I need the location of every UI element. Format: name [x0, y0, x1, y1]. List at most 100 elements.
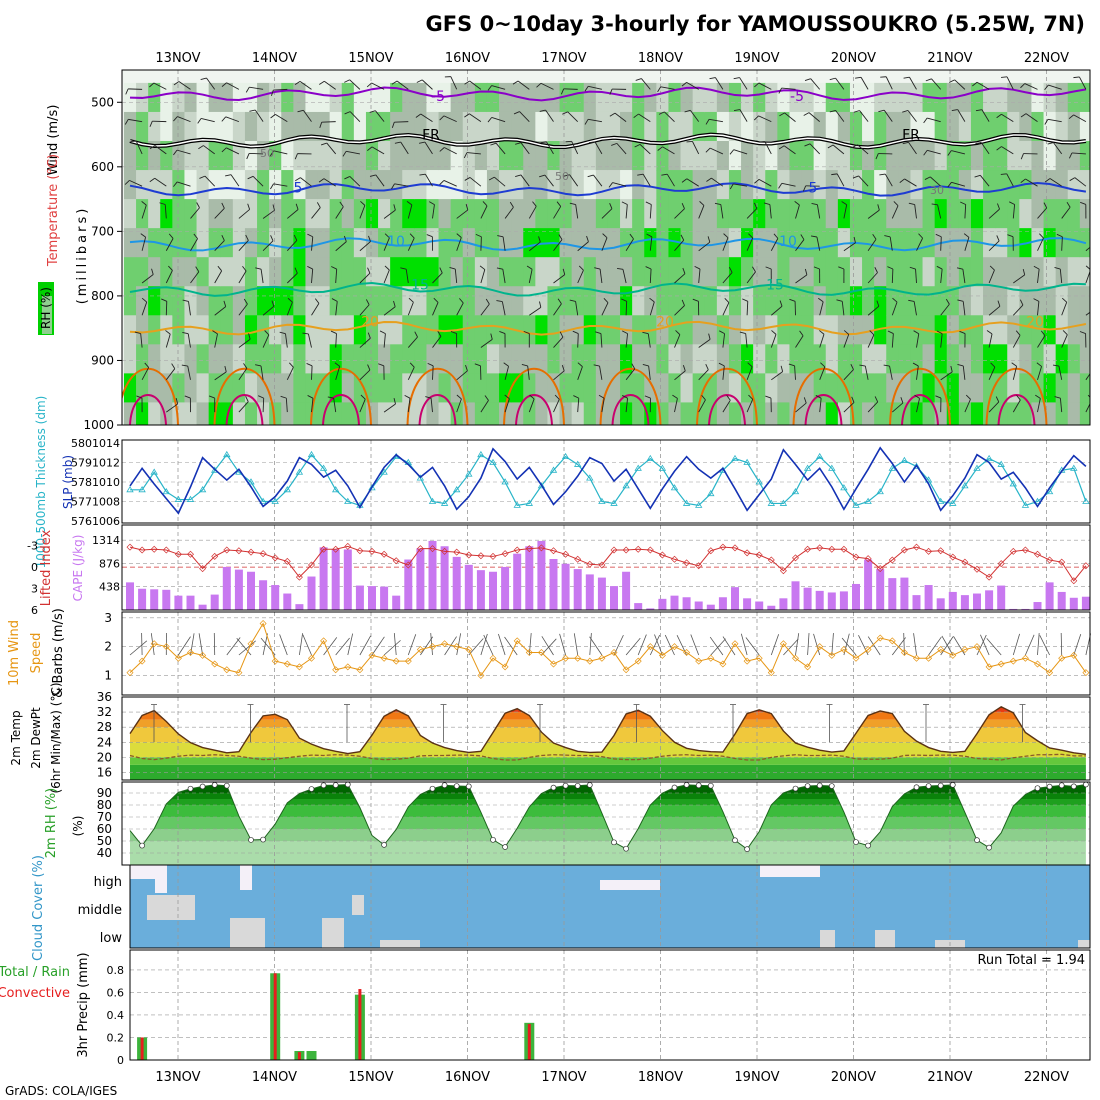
- wind-barb-shaft: [1037, 269, 1040, 284]
- wind-barb-shaft: [660, 86, 675, 90]
- wind-barb-shaft: [914, 204, 917, 219]
- wind-barb-flag: [877, 204, 880, 211]
- rh-cell: [607, 286, 621, 316]
- wind-barb-shaft: [424, 141, 433, 155]
- wind-barb-flag: [366, 82, 372, 88]
- rh-cell: [196, 228, 210, 258]
- rh-cell: [1019, 344, 1032, 374]
- isotherm-25-loop: [696, 367, 758, 425]
- rh-cell: [559, 373, 573, 403]
- rh2m-point: [562, 782, 569, 789]
- wind-barb-shaft: [491, 85, 506, 90]
- wind-barb-shaft: [835, 77, 845, 90]
- wind-barb-flag: [560, 88, 565, 95]
- rh-cell: [353, 315, 367, 345]
- lifted-index-point: [199, 565, 207, 573]
- wind-barb-flag: [439, 267, 443, 274]
- wind-barb-flag: [140, 233, 146, 238]
- rh-cell: [862, 111, 875, 142]
- precip-convective-bar: [140, 1037, 144, 1060]
- rh-cell: [632, 141, 645, 171]
- wind-barb-flag: [646, 233, 653, 238]
- rh-cell: [1079, 315, 1090, 345]
- cape-bar: [476, 570, 485, 610]
- rh-cell: [644, 373, 657, 403]
- wind-barb-flag: [264, 330, 270, 336]
- rh-cell: [958, 344, 972, 374]
- wind10m-point: [441, 640, 449, 648]
- wind-barb-flag: [853, 110, 860, 113]
- wind-barb-flag: [975, 109, 982, 112]
- wind-barb-flag: [1061, 297, 1068, 303]
- wind-barb-flag: [539, 301, 542, 308]
- rh-cell: [317, 373, 331, 403]
- wind10m-point: [271, 657, 279, 665]
- rh-cell: [571, 286, 585, 316]
- wind-barb-flag: [221, 234, 225, 241]
- wind10m-point: [719, 660, 727, 668]
- rh-cell: [208, 170, 222, 200]
- rh-cell: [632, 199, 645, 229]
- rh-cell: [583, 111, 597, 142]
- rh-cell: [886, 228, 899, 258]
- rh-cell: [595, 228, 609, 258]
- rh-cell: [656, 257, 669, 287]
- wind-barb-flag: [400, 267, 407, 270]
- rh-cell: [813, 402, 827, 425]
- wind-barb-flag: [931, 203, 938, 206]
- lifted-index-point: [804, 545, 812, 553]
- wind-barb-shaft: [686, 178, 699, 187]
- wind-barb-flag: [788, 363, 795, 367]
- wind-barb-shaft: [400, 141, 409, 155]
- wind-barb-flag: [149, 82, 155, 88]
- wind-barb-shaft: [625, 333, 628, 348]
- rh-cell: [886, 344, 899, 374]
- wind-barb-shaft: [188, 301, 191, 316]
- lifted-index-point: [961, 558, 969, 566]
- rh-cell: [571, 373, 585, 403]
- wind10m-point: [997, 660, 1005, 668]
- isotherm-25-loop: [985, 367, 1048, 425]
- wind-barb-shaft: [226, 82, 240, 90]
- wind-barb-flag: [391, 121, 395, 128]
- rh-cell: [559, 170, 573, 200]
- lifted-index-point: [707, 547, 715, 555]
- wind-barb-shaft: [638, 113, 651, 123]
- thickness-point: [501, 478, 509, 485]
- rh-cell: [728, 257, 742, 287]
- rh-cell: [462, 257, 476, 287]
- wind-barb-flag: [642, 363, 649, 367]
- wind-barb-shaft: [843, 204, 848, 219]
- wind-barb-flag: [804, 268, 808, 275]
- rh-cell: [390, 344, 403, 374]
- thickness-point: [815, 452, 824, 460]
- lifted-index-point: [174, 550, 182, 558]
- wind-barb-flag: [1020, 153, 1024, 160]
- wind-barb-flag: [799, 330, 804, 337]
- rh-cell: [1055, 82, 1069, 113]
- cape-bar: [126, 582, 134, 610]
- rh-cell: [293, 344, 306, 374]
- rh-cell: [353, 199, 367, 229]
- rh-cell: [257, 141, 270, 171]
- wind-barb-flag: [496, 300, 503, 302]
- cape-bar: [646, 608, 655, 610]
- rh2m-point: [223, 782, 230, 789]
- wind-barb-flag: [739, 331, 746, 335]
- wind-barb-shaft: [588, 85, 602, 90]
- wind-barb-shaft: [795, 274, 808, 284]
- wind-barb-flag: [875, 153, 879, 160]
- wind10m-speed-line: [126, 620, 1090, 680]
- wind-barb-shaft: [238, 270, 247, 284]
- rh-cell: [281, 141, 294, 171]
- wind-barb-shaft: [927, 117, 941, 123]
- wind-barb-flag: [569, 299, 576, 302]
- wind-barb-flag: [902, 110, 909, 113]
- wind10m-barb: [654, 634, 663, 656]
- rh-cell: [329, 257, 343, 287]
- ylabel-wind10m: 10m Wind: [7, 620, 22, 686]
- wind-barb-shaft: [1061, 334, 1068, 348]
- wind-barb-shaft: [349, 111, 361, 122]
- wind10m-barb: [841, 637, 857, 656]
- wind-barb-shaft: [1085, 311, 1090, 316]
